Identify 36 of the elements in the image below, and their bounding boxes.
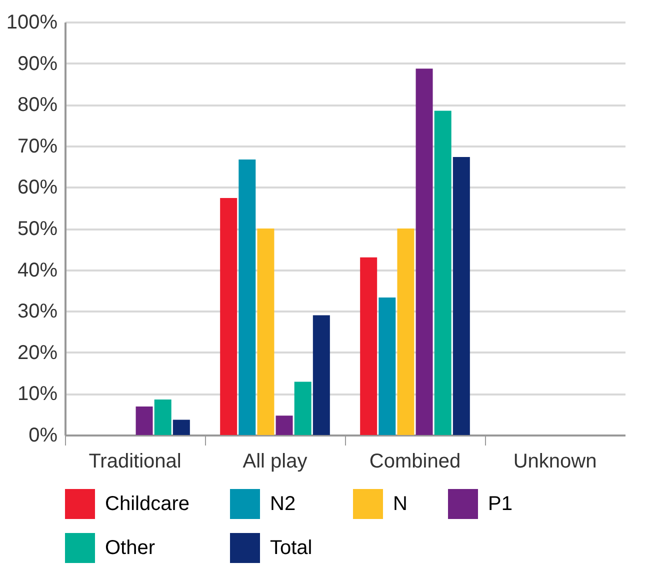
bar (416, 68, 433, 435)
bar (312, 315, 330, 435)
bar (220, 198, 238, 435)
legend-label: Childcare (105, 493, 190, 515)
y-tick-label: 0% (28, 424, 58, 446)
bar (294, 382, 312, 435)
y-tick-label: 20% (17, 342, 58, 364)
bar (378, 297, 396, 435)
bar (452, 157, 470, 435)
bar (397, 228, 414, 435)
bar (154, 399, 172, 435)
x-tick-label: All play (242, 450, 308, 472)
legend-label: Total (270, 537, 312, 559)
legend-label: N2 (270, 493, 296, 515)
bar (172, 420, 190, 435)
legend-label: N (393, 493, 408, 515)
x-tick-label: Combined (369, 450, 461, 472)
y-tick-label: 70% (17, 135, 58, 158)
y-tick-label: 30% (17, 300, 58, 323)
y-tick-label: 50% (17, 218, 58, 240)
y-tick-label: 10% (17, 383, 58, 406)
bar (360, 257, 378, 435)
y-tick-label: 90% (17, 52, 58, 75)
legend-label: P1 (488, 493, 512, 515)
bar (136, 406, 153, 435)
x-tick-label: Traditional (88, 450, 182, 472)
bar (257, 228, 274, 435)
y-tick-label: 60% (17, 176, 58, 199)
y-tick-label: 40% (17, 259, 58, 282)
y-tick-label: 80% (17, 94, 58, 116)
y-tick-label: 100% (6, 12, 58, 34)
bar (434, 110, 452, 435)
bar (276, 416, 293, 435)
x-tick-label: Unknown (513, 450, 597, 472)
legend-label: Other (105, 537, 156, 559)
bar (238, 160, 256, 435)
